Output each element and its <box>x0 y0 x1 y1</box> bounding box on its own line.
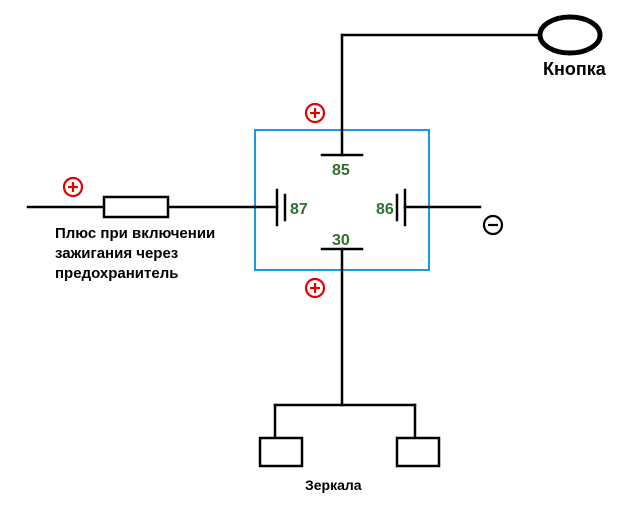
terminal-label-30: 30 <box>332 232 350 249</box>
caption-left-line-1: зажигания через <box>55 245 178 262</box>
caption-left-line-2: предохранитель <box>55 265 178 282</box>
button-label: Кнопка <box>543 59 607 79</box>
relay: 30 85 86 87 <box>255 130 429 270</box>
terminal-label-85: 85 <box>332 162 350 179</box>
terminal-label-87: 87 <box>290 201 308 218</box>
fuse <box>104 197 168 217</box>
mirror-box-right <box>397 438 439 466</box>
mirrors-label: Зеркала <box>305 477 362 493</box>
terminal-label-86: 86 <box>376 201 394 218</box>
mirror-box-left <box>260 438 302 466</box>
caption-left-line-0: Плюс при включении <box>55 225 215 242</box>
